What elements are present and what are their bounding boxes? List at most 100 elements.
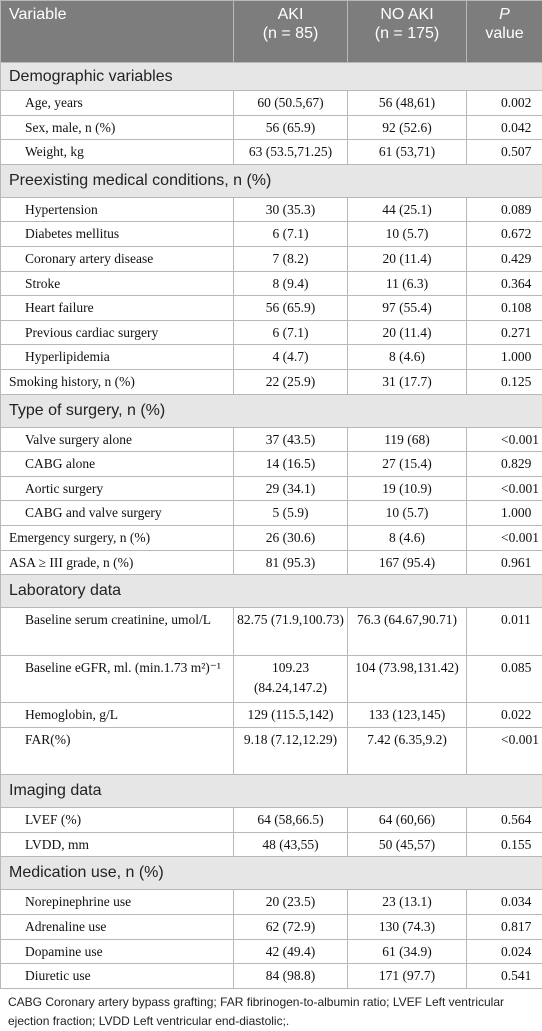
variable-cell: Hypertension — [1, 197, 234, 222]
no-aki-cell: 167 (95.4) — [348, 550, 467, 575]
variable-cell: CABG and valve surgery — [1, 501, 234, 526]
p-value-cell: 0.024 — [467, 939, 542, 964]
variable-cell: LVEF (%) — [1, 808, 234, 833]
no-aki-cell: 61 (53,71) — [348, 140, 467, 165]
section-title: Preexisting medical conditions, n (%) — [1, 164, 542, 197]
variable-cell: Aortic surgery — [1, 476, 234, 501]
header-text: NO AKI — [380, 6, 433, 23]
aki-cell: 5 (5.9) — [234, 501, 348, 526]
p-value-cell: 0.034 — [467, 890, 542, 915]
p-value-cell: <0.001 — [467, 476, 542, 501]
no-aki-cell: 19 (10.9) — [348, 476, 467, 501]
p-value-cell: 0.042 — [467, 115, 542, 140]
no-aki-cell: 76.3 (64.67,90.71) — [348, 608, 467, 656]
header-cell: AKI (n = 85) — [234, 1, 348, 63]
variable-cell: Coronary artery disease — [1, 246, 234, 271]
no-aki-cell: 10 (5.7) — [348, 222, 467, 247]
no-aki-cell: 130 (74.3) — [348, 914, 467, 939]
variable-cell: Dopamine use — [1, 939, 234, 964]
variable-cell: Valve surgery alone — [1, 427, 234, 452]
p-value-cell: 0.011 — [467, 608, 542, 656]
aki-cell: 48 (43,55) — [234, 832, 348, 857]
p-value-cell: <0.001 — [467, 427, 542, 452]
p-value-cell: 0.817 — [467, 914, 542, 939]
aki-cell: 42 (49.4) — [234, 939, 348, 964]
aki-cell: 62 (72.9) — [234, 914, 348, 939]
section-title: Imaging data — [1, 775, 542, 808]
no-aki-cell: 20 (11.4) — [348, 320, 467, 345]
section-title: Type of surgery, n (%) — [1, 394, 542, 427]
aki-cell: 129 (115.5,142) — [234, 703, 348, 728]
variable-cell: Heart failure — [1, 296, 234, 321]
no-aki-cell: 44 (25.1) — [348, 197, 467, 222]
aki-cell: 29 (34.1) — [234, 476, 348, 501]
no-aki-cell: 133 (123,145) — [348, 703, 467, 728]
no-aki-cell: 171 (97.7) — [348, 964, 467, 989]
variable-cell: Previous cardiac surgery — [1, 320, 234, 345]
data-row: FAR(%)9.18 (7.12,12.29)7.42 (6.35,9.2)<0… — [1, 727, 542, 775]
variable-cell: CABG alone — [1, 452, 234, 477]
p-value-cell: 0.672 — [467, 222, 542, 247]
aki-cell: 22 (25.9) — [234, 369, 348, 394]
p-value-cell: 0.541 — [467, 964, 542, 989]
section-row: Preexisting medical conditions, n (%) — [1, 164, 542, 197]
variable-cell: Age, years — [1, 91, 234, 116]
no-aki-cell: 92 (52.6) — [348, 115, 467, 140]
no-aki-cell: 7.42 (6.35,9.2) — [348, 727, 467, 775]
p-value-cell: <0.001 — [467, 525, 542, 550]
aki-cell: 60 (50.5,67) — [234, 91, 348, 116]
aki-cell: 14 (16.5) — [234, 452, 348, 477]
section-row: Laboratory data — [1, 575, 542, 608]
variable-cell: Stroke — [1, 271, 234, 296]
variable-cell: Adrenaline use — [1, 914, 234, 939]
section-row: Demographic variables — [1, 63, 542, 91]
header-text: (n = 85) — [263, 25, 319, 42]
variable-cell: Weight, kg — [1, 140, 234, 165]
p-value-cell: <0.001 — [467, 727, 542, 775]
p-value-cell: 1.000 — [467, 345, 542, 370]
no-aki-cell: 20 (11.4) — [348, 246, 467, 271]
p-value-cell: 0.429 — [467, 246, 542, 271]
data-row: ASA ≥ III grade, n (%)81 (95.3)167 (95.4… — [1, 550, 542, 575]
aki-cell: 37 (43.5) — [234, 427, 348, 452]
p-value-cell: 0.829 — [467, 452, 542, 477]
aki-cell: 109.23 (84.24,147.2) — [234, 655, 348, 703]
variable-cell: Norepinephrine use — [1, 890, 234, 915]
header-text: Variable — [9, 6, 67, 23]
p-value-cell: 0.089 — [467, 197, 542, 222]
header-cell: NO AKI (n = 175) — [348, 1, 467, 63]
aki-cell: 30 (35.3) — [234, 197, 348, 222]
footnote: CABG Coronary artery bypass grafting; FA… — [0, 989, 542, 1031]
aki-cell: 82.75 (71.9,100.73) — [234, 608, 348, 656]
no-aki-cell: 8 (4.6) — [348, 525, 467, 550]
aki-cell: 20 (23.5) — [234, 890, 348, 915]
variable-cell: Baseline serum creatinine, umol/L — [1, 608, 234, 656]
header-text: (n = 175) — [375, 25, 439, 42]
data-row: Emergency surgery, n (%)26 (30.6)8 (4.6)… — [1, 525, 542, 550]
p-value-cell: 0.125 — [467, 369, 542, 394]
aki-cell: 6 (7.1) — [234, 222, 348, 247]
no-aki-cell: 23 (13.1) — [348, 890, 467, 915]
no-aki-cell: 56 (48,61) — [348, 91, 467, 116]
no-aki-cell: 8 (4.6) — [348, 345, 467, 370]
variable-cell: Baseline eGFR, ml. (min.1.73 m²)⁻¹ — [1, 655, 234, 703]
aki-cell: 8 (9.4) — [234, 271, 348, 296]
header-cell: Variable — [1, 1, 234, 63]
p-value-cell: 0.961 — [467, 550, 542, 575]
header-text: AKI — [278, 6, 304, 23]
variable-cell: Diuretic use — [1, 964, 234, 989]
